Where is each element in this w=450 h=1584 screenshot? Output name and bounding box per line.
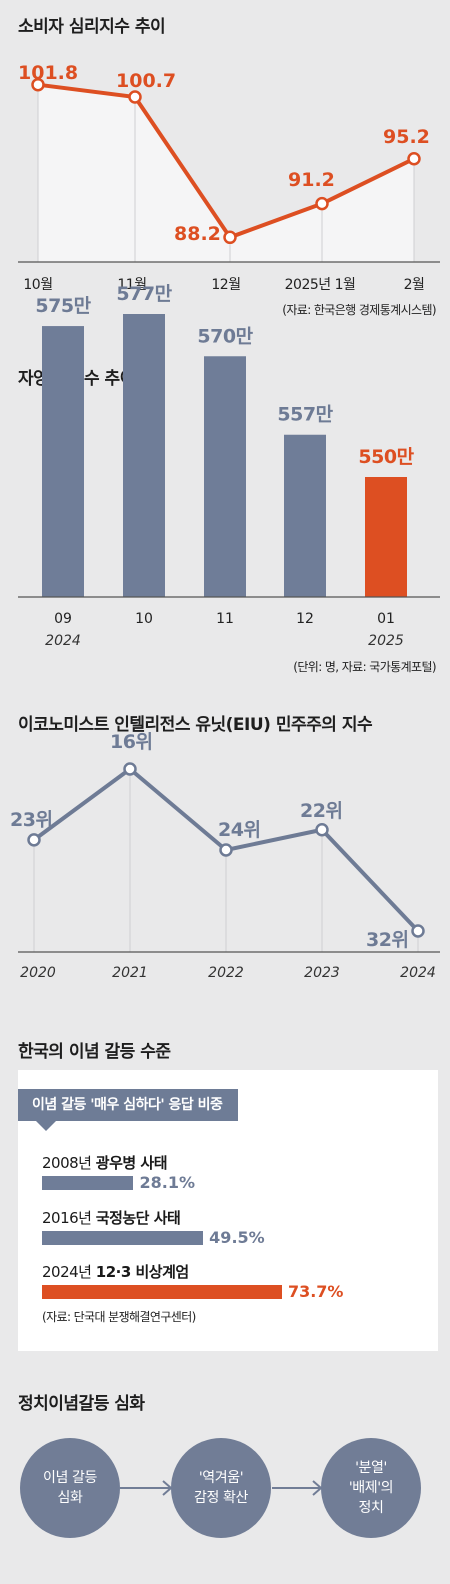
card-header-pointer: [36, 1121, 56, 1131]
consumer-data-point: [407, 152, 421, 166]
eiu-data-point: [27, 833, 41, 847]
conflict-row-label: 2024년 12·3 비상계엄: [42, 1261, 189, 1282]
eiu-x-tick: 2022: [208, 965, 244, 981]
conflict-row-event: 국정농단 사태: [95, 1209, 181, 1227]
conflict-bar-value: 28.1%: [139, 1173, 195, 1192]
conflict-row-year: 2008년: [42, 1154, 92, 1172]
conflict-row-event: 광우병 사태: [95, 1154, 168, 1172]
consumer-chart-source: (자료: 한국은행 경제통계시스템): [282, 303, 436, 317]
consumer-data-point: [31, 77, 45, 92]
selfemp-data-label: 550만: [358, 446, 414, 468]
eiu-x-tick: 2024: [400, 965, 436, 981]
consumer-x-tick: 2025년 1월: [285, 277, 356, 293]
consumer-data-label: 100.7: [116, 70, 176, 92]
consumer-data-point: [128, 90, 142, 104]
eiu-data-label: 22위: [300, 800, 342, 822]
conflict-card: 이념 갈등 '매우 심하다' 응답 비중 2008년 광우병 사태 28.1% …: [18, 1070, 438, 1351]
selfemp-x-sublabel: 2025: [368, 633, 404, 649]
consumer-x-tick: 2월: [404, 277, 425, 293]
eiu-data-point: [123, 762, 137, 776]
conflict-card-header: 이념 갈등 '매우 심하다' 응답 비중: [18, 1089, 239, 1121]
consumer-area-fill: [38, 84, 414, 262]
eiu-data-label: 32위: [366, 929, 408, 951]
conflict-bar-value: 73.7%: [287, 1282, 344, 1301]
flow-section-title: 정치이념갈등 심화: [18, 1394, 145, 1414]
flow-step-1: 이념 갈등 심화: [20, 1438, 120, 1538]
consumer-data-label: 101.8: [18, 62, 78, 84]
selfemp-bar: [204, 356, 246, 597]
flow-step-2-line-1: '역겨움': [198, 1470, 244, 1486]
arrow-right-icon: [272, 1480, 323, 1496]
eiu-data-point: [219, 843, 233, 857]
conflict-row-label: 2016년 국정농단 사태: [42, 1207, 181, 1228]
selfemp-x-tick: 10: [135, 611, 153, 627]
conflict-row-year: 2024년: [42, 1263, 92, 1281]
selfemp-x-tick: 12: [296, 611, 314, 627]
eiu-data-point: [411, 924, 425, 938]
consumer-data-label: 95.2: [383, 126, 430, 148]
selfemp-data-label: 575만: [35, 295, 91, 317]
consumer-data-point: [315, 196, 329, 211]
consumer-x-tick: 10월: [23, 277, 52, 293]
consumer-line-chart: 101.8 100.7 88.2 91.2 95.2 10월 11월 12월 2025년 1월 2…: [18, 62, 440, 293]
conflict-row-label: 2008년 광우병 사태: [42, 1152, 168, 1173]
flow-step-2: '역겨움' 감정 확산: [171, 1438, 271, 1538]
eiu-x-tick: 2021: [112, 965, 148, 981]
conflict-bar: [42, 1231, 204, 1245]
selfemp-x-sublabel: 2024: [45, 633, 81, 649]
selfemp-bar: [123, 314, 165, 597]
conflict-card-source: (자료: 단국대 분쟁해결연구센터): [42, 1310, 196, 1324]
consumer-data-label: 91.2: [288, 169, 335, 191]
selfemp-data-label: 570만: [197, 325, 253, 347]
flow-step-3: '분열' '배제'의 정치: [321, 1438, 421, 1538]
selfemp-chart-source: (단위: 명, 자료: 국가통계포털): [293, 660, 436, 674]
selfemp-data-label: 577만: [116, 283, 172, 305]
eiu-chart-title: 이코노미스트 인텔리전스 유닛(EIU) 민주주의 지수: [18, 715, 373, 735]
flow-step-3-line-2: '배제'의: [348, 1480, 394, 1496]
consumer-data-point: [223, 230, 237, 245]
selfemp-x-tick: 09: [54, 611, 72, 627]
flow-step-3-line-3: 정치: [358, 1500, 384, 1516]
eiu-x-tick: 2020: [20, 965, 56, 981]
conflict-row-event: 12·3 비상계엄: [95, 1263, 189, 1281]
eiu-line-chart: 23위 16위 24위 22위 32위 2020 2021 2022 2023 2024: [10, 731, 440, 981]
selfemp-bar: [365, 477, 407, 597]
selfemp-x-tick: 01: [377, 611, 395, 627]
conflict-bar: [42, 1285, 282, 1299]
consumer-chart-title: 소비자 심리지수 추이: [18, 17, 166, 37]
eiu-data-label: 24위: [218, 819, 260, 841]
selfemp-data-label: 557만: [277, 404, 333, 426]
flow-step-1-line-1: 이념 갈등: [43, 1470, 97, 1486]
conflict-row-year: 2016년: [42, 1209, 92, 1227]
flow-step-3-line-1: '분열': [355, 1460, 387, 1476]
eiu-data-label: 23위: [10, 809, 52, 831]
selfemp-bar: [42, 326, 84, 597]
eiu-x-tick: 2023: [304, 965, 340, 981]
flow-step-2-line-2: 감정 확산: [194, 1490, 248, 1506]
arrow-right-icon: [120, 1480, 173, 1496]
eiu-data-label: 16위: [110, 731, 152, 753]
conflict-bar-value: 49.5%: [209, 1228, 265, 1247]
conflict-bar: [42, 1176, 134, 1190]
conflict-section-title: 한국의 이념 갈등 수준: [18, 1042, 171, 1062]
consumer-data-label: 88.2: [174, 223, 221, 245]
consumer-x-tick: 12월: [211, 277, 240, 293]
flow-step-1-line-2: 심화: [57, 1490, 83, 1506]
selfemp-bar: [284, 434, 326, 597]
consumer-x-tick: 11월: [117, 277, 146, 293]
eiu-data-point: [315, 823, 329, 837]
selfemp-bar-chart: 575만 577만 570만 557만 550만 09 10 11 12 01 2024 2025: [18, 283, 440, 649]
selfemp-x-tick: 11: [216, 611, 234, 627]
